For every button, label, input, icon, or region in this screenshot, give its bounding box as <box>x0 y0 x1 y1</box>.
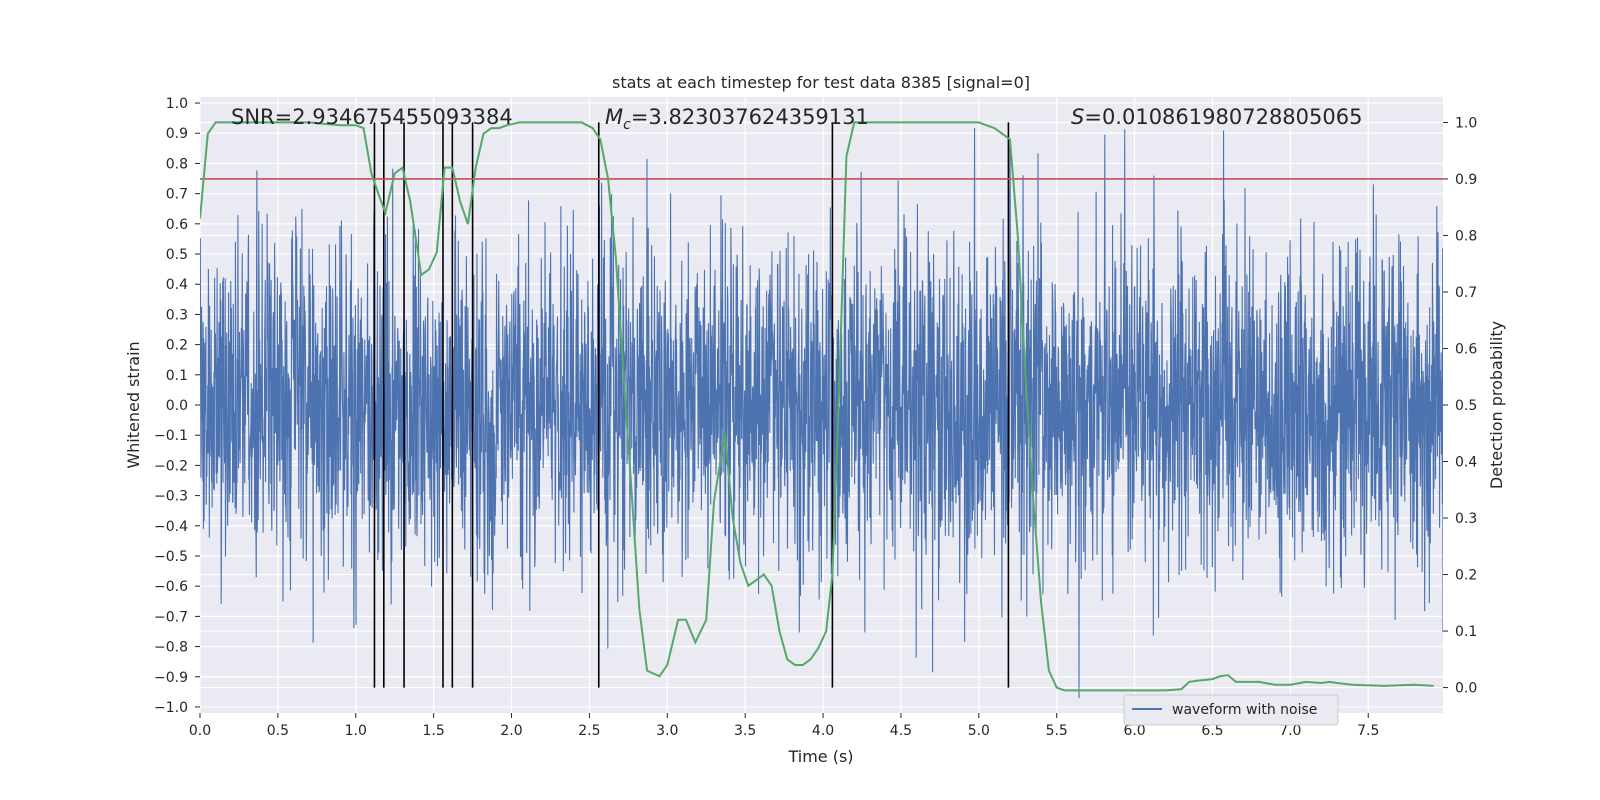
y-tick-label: 0.9 <box>166 126 188 142</box>
y-tick-label: 0.5 <box>166 247 188 263</box>
y2-tick-label: 1.0 <box>1455 115 1477 131</box>
y2-tick-label: 0.0 <box>1455 681 1477 697</box>
chart-title: stats at each timestep for test data 838… <box>612 73 1030 92</box>
y-tick-label: 0.4 <box>166 277 188 293</box>
legend-box <box>1123 694 1339 726</box>
snr-value: 2.934675455093384 <box>292 105 512 129</box>
y2-tick-label: 0.4 <box>1455 455 1477 471</box>
x-tick-label: 2.5 <box>578 723 600 739</box>
snr-annotation: SNR=2.934675455093384 <box>231 105 513 129</box>
y2-tick-label: 0.8 <box>1455 228 1477 244</box>
y-tick-label: −0.2 <box>154 458 188 474</box>
y-tick-label: −0.8 <box>154 640 188 656</box>
x-tick-label: 1.5 <box>423 723 445 739</box>
x-tick-label: 4.5 <box>890 723 912 739</box>
legend-entry: waveform with noise <box>1172 702 1317 718</box>
x-tick-label: 2.0 <box>500 723 522 739</box>
x-tick-label: 0.0 <box>189 723 211 739</box>
y-axis-label: Whitened strain <box>124 341 143 468</box>
y-tick-label: −0.5 <box>154 549 188 565</box>
y-tick-label: 0.2 <box>166 338 188 354</box>
x-axis-ticks: 0.0 0.5 1.0 1.5 2.0 2.5 3.0 3.5 4.0 4.5 5.0 5.5 6.0 6… <box>189 713 1379 739</box>
detection-probability-line <box>200 121 1434 692</box>
y2-axis-label: Detection probability <box>1487 321 1506 489</box>
y2-tick-label: 0.5 <box>1455 398 1477 414</box>
y2-axis-ticks: 0.0 0.1 0.2 0.3 0.4 0.5 0.6 0.7 0.8 0.9 1.0 <box>1443 115 1477 697</box>
mc-subscript: c <box>623 117 631 133</box>
chirp-mass-annotation: Mc=3.823037624359131 <box>605 105 869 133</box>
y-tick-label: 0.6 <box>166 217 188 233</box>
mc-symbol: M <box>605 105 623 129</box>
s-symbol: S <box>1071 105 1084 129</box>
y-tick-label: 0.8 <box>166 156 188 172</box>
y-tick-label: −0.9 <box>154 670 188 686</box>
y-tick-label: 0.3 <box>166 307 188 323</box>
y-axis-ticks: −1.0 −0.9 −0.8 −0.7 −0.6 −0.5 −0.4 −0.3 −0.2 −0.1… <box>154 96 200 716</box>
waveform-series <box>200 128 1443 699</box>
x-tick-label: 3.0 <box>656 723 678 739</box>
y-tick-label: −0.4 <box>154 519 188 535</box>
y-tick-label: 0.7 <box>166 187 188 203</box>
y-tick-label: −0.3 <box>154 489 188 505</box>
x-tick-label: 4.0 <box>812 723 834 739</box>
y2-tick-label: 0.9 <box>1455 172 1477 188</box>
event-lines <box>373 122 1010 688</box>
y-tick-label: 1.0 <box>166 96 188 112</box>
y-tick-label: 0.0 <box>166 398 188 414</box>
y-tick-label: −0.7 <box>154 609 188 625</box>
s-annotation: S=0.010861980728805065 <box>1071 105 1362 129</box>
x-tick-label: 5.0 <box>968 723 990 739</box>
y-tick-label: −0.1 <box>154 428 188 444</box>
x-tick-label: 1.0 <box>345 723 367 739</box>
y2-tick-label: 0.7 <box>1455 285 1477 301</box>
x-tick-label: 5.5 <box>1046 723 1068 739</box>
x-tick-label: 6.5 <box>1201 723 1223 739</box>
snr-label: SNR= <box>231 105 292 129</box>
y2-tick-label: 0.3 <box>1455 511 1477 527</box>
waveform-path <box>200 128 1443 699</box>
x-tick-label: 3.5 <box>734 723 756 739</box>
mc-value: =3.823037624359131 <box>631 105 869 129</box>
x-tick-label: 7.5 <box>1357 723 1379 739</box>
x-tick-label: 6.0 <box>1123 723 1145 739</box>
y2-tick-label: 0.1 <box>1455 624 1477 640</box>
x-tick-label: 0.5 <box>267 723 289 739</box>
y-tick-label: −1.0 <box>154 700 188 716</box>
y-tick-label: 0.1 <box>166 368 188 384</box>
y-tick-label: −0.6 <box>154 579 188 595</box>
s-value: =0.010861980728805065 <box>1084 105 1362 129</box>
legend: waveform with noise <box>1123 694 1339 726</box>
y2-tick-label: 0.2 <box>1455 568 1477 584</box>
x-tick-label: 7.0 <box>1279 723 1301 739</box>
y2-tick-label: 0.6 <box>1455 341 1477 357</box>
x-axis-label: Time (s) <box>787 747 853 766</box>
